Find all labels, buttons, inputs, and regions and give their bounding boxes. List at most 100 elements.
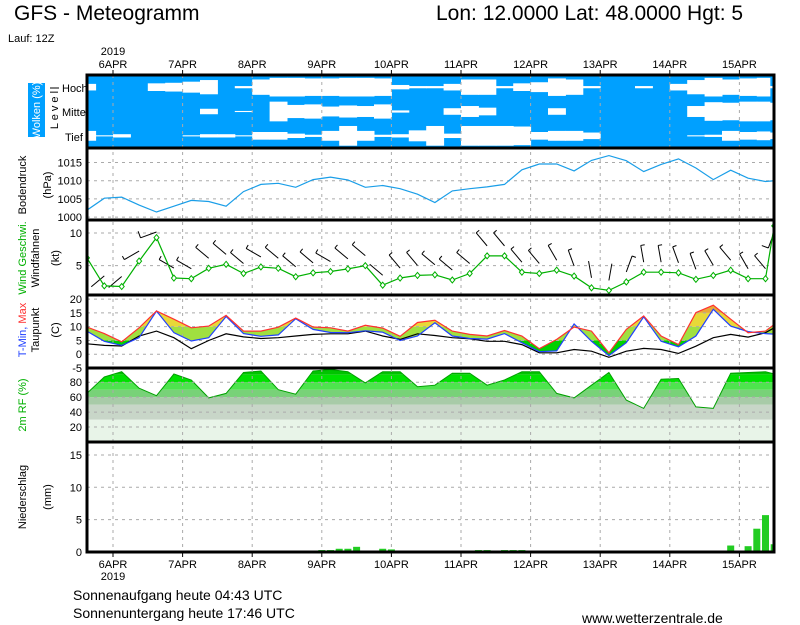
cloud-gap-low (113, 134, 131, 138)
wind-barb (547, 243, 558, 261)
wind-speed-point (570, 272, 578, 280)
cloud-gap-high (495, 86, 514, 89)
cloud-gap-high (252, 79, 271, 95)
wind-barb-feather (421, 250, 425, 255)
wind-speed-point (640, 268, 647, 276)
wind-speed-point (153, 233, 160, 242)
wind-speed-point (483, 252, 491, 260)
wind-barb-staff (475, 232, 488, 247)
wind-barb-staff (315, 252, 331, 262)
precip-label: Niederschlag (17, 465, 29, 529)
wind-barb-staff (588, 260, 592, 278)
cloud-gap-high (461, 79, 479, 95)
wind-barb (299, 248, 314, 264)
humidity-tick-label: 80 (70, 377, 82, 389)
cloud-gap-low (339, 125, 358, 146)
wind-barb-feather (475, 229, 480, 234)
wind-barb (689, 251, 697, 270)
precip-bar (335, 548, 343, 552)
humidity-tick-label: 20 (70, 422, 82, 434)
wind-barb-feather (121, 255, 125, 260)
wind-barb-feather (658, 244, 663, 246)
tmin-label: T-Min, (17, 327, 29, 358)
cloud-gap-low (426, 125, 445, 146)
wind-barb (388, 252, 401, 269)
wind-barb (567, 248, 575, 267)
precip-bar (344, 548, 352, 552)
cloud-gap-low (287, 133, 305, 139)
cloud-gap-mid (391, 110, 410, 113)
wind-barb-feather (351, 241, 356, 246)
wind-barb (315, 249, 331, 262)
wind-barb (719, 244, 732, 261)
precip-axis-labels: Niederschlag (mm) (17, 465, 54, 529)
tmax-label: Max (17, 302, 29, 323)
wind-speed-point (257, 263, 265, 271)
day-label-top: 6APR (99, 59, 128, 71)
website-link[interactable]: www.wetterzentrale.de (581, 610, 723, 625)
cloud-gap-high (321, 78, 340, 96)
wind-barb-staff (212, 243, 227, 255)
wind-barbs-label: Windfahnen (30, 229, 42, 288)
wind-barb-staff (547, 245, 558, 261)
level-low: Tief (65, 132, 84, 144)
wind-barb-feather (176, 256, 180, 261)
level-mid: Mittel (62, 107, 88, 119)
wind-barb-staff (421, 253, 436, 266)
wind-barb-staff (754, 255, 766, 270)
wind-barb-staff (140, 231, 157, 239)
wind-barb (588, 260, 592, 278)
cloud-gap-high (513, 83, 532, 91)
cloud-gap-high (287, 77, 305, 97)
wind-barb-feather (547, 243, 552, 246)
wind-tick-label: 10 (70, 228, 82, 240)
wind-speed-point (727, 266, 734, 274)
wind-speed-point (205, 264, 212, 273)
cloud-gap-high (269, 77, 288, 97)
cloud-gap-high (408, 86, 427, 89)
day-label-top: 14APR (652, 59, 687, 71)
wind-barb (406, 249, 418, 266)
cloud-gap-low (200, 134, 218, 138)
cloud-gap-low (182, 135, 201, 137)
cloud-gap-mid (321, 106, 340, 117)
wind-speed-point (744, 274, 752, 283)
cloud-gap-low (687, 135, 706, 137)
cloud-gap-high (87, 83, 97, 91)
wind-barb (438, 255, 453, 271)
day-label-bottom: 8APR (238, 559, 267, 571)
cloud-gap-mid (356, 106, 375, 117)
clouds-axis-labels: Wolken (%) L e v e l Hoch Mittel Tief (28, 82, 88, 144)
wind-barb-staff (230, 252, 244, 264)
wind-barb-feather (510, 246, 515, 250)
wind-barb (176, 256, 192, 270)
wind-speed-point (327, 267, 334, 276)
day-label-top: 15APR (722, 59, 757, 71)
page-title: GFS - Meteogramm (14, 2, 200, 25)
day-label-top: 8APR (238, 59, 267, 71)
wind-barb-feather (212, 240, 217, 244)
humidity-label: 2m RF (%) (17, 378, 29, 431)
cloud-gap-high (147, 83, 166, 91)
wind-speed-point (188, 274, 195, 283)
wind-barb-staff (388, 254, 401, 269)
wind-speed-point (170, 274, 178, 282)
precip-tick-label: 15 (70, 450, 82, 462)
temperature-tick-label: 15 (70, 308, 82, 320)
temperature-label: T-Min, Max (17, 302, 29, 357)
wind-barb-staff (640, 245, 645, 263)
wind-barb-staff (456, 252, 471, 264)
wind-barb-staff (510, 248, 523, 263)
cloud-gap-high (200, 80, 218, 95)
wind-barb-staff (493, 232, 505, 247)
sunrise-text: Sonnenaufgang heute 04:43 UTC (73, 587, 282, 603)
wind-barb-feather (315, 249, 319, 254)
wind-barb-feather (754, 252, 758, 257)
wind-barb-feather (438, 255, 443, 260)
cloud-gap-low (513, 126, 532, 146)
wind-axis-labels: Wind Geschwi. Windfahnen (kt) (17, 221, 62, 294)
cloud-gap-high (234, 86, 253, 89)
wind-speed-point (222, 260, 230, 269)
wind-barb-feather (456, 249, 460, 253)
precip-bar (727, 545, 735, 552)
